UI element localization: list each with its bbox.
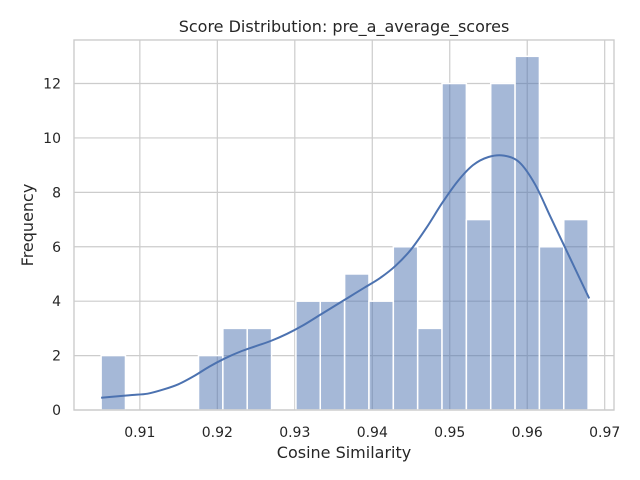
histogram-bar [197, 354, 224, 411]
x-axis-label: Cosine Similarity [277, 443, 411, 462]
y-axis-ticks: 0 2 4 6 8 10 12 [43, 77, 61, 419]
histogram-bar [246, 327, 273, 411]
histogram-bar [319, 300, 346, 411]
x-tick-label: 0.94 [357, 425, 388, 441]
chart-title: Score Distribution: pre_a_average_scores [179, 17, 510, 37]
x-tick-label: 0.95 [434, 425, 465, 441]
plot-frame [73, 39, 615, 411]
x-axis-ticks: 0.91 0.92 0.93 0.94 0.95 0.96 0.97 [124, 425, 620, 441]
histogram-bar [100, 354, 127, 411]
y-tick-label: 0 [52, 403, 61, 419]
y-tick-label: 12 [43, 77, 61, 93]
histogram-bar [514, 55, 541, 411]
histogram-bar [392, 246, 419, 411]
y-axis-label: Frequency [18, 184, 37, 267]
histogram-bar [538, 246, 565, 411]
y-tick-label: 10 [43, 131, 61, 147]
x-tick-label: 0.93 [279, 425, 310, 441]
y-tick-label: 8 [52, 185, 61, 201]
y-tick-label: 2 [52, 349, 61, 365]
y-tick-label: 4 [52, 294, 61, 310]
histogram-bar [343, 273, 370, 411]
histogram-bars [100, 55, 589, 411]
y-tick-label: 6 [52, 240, 61, 256]
x-tick-label: 0.91 [124, 425, 155, 441]
histogram-bar [465, 218, 492, 411]
histogram-bar [368, 300, 395, 411]
histogram-bar [489, 82, 516, 411]
x-tick-label: 0.92 [202, 425, 233, 441]
histogram-bar [441, 82, 468, 411]
kde-curve [101, 154, 591, 399]
x-tick-label: 0.97 [589, 425, 620, 441]
histogram-bar [416, 327, 443, 411]
x-tick-label: 0.96 [512, 425, 543, 441]
histogram-bar [222, 327, 248, 411]
histogram-bar [563, 218, 589, 411]
